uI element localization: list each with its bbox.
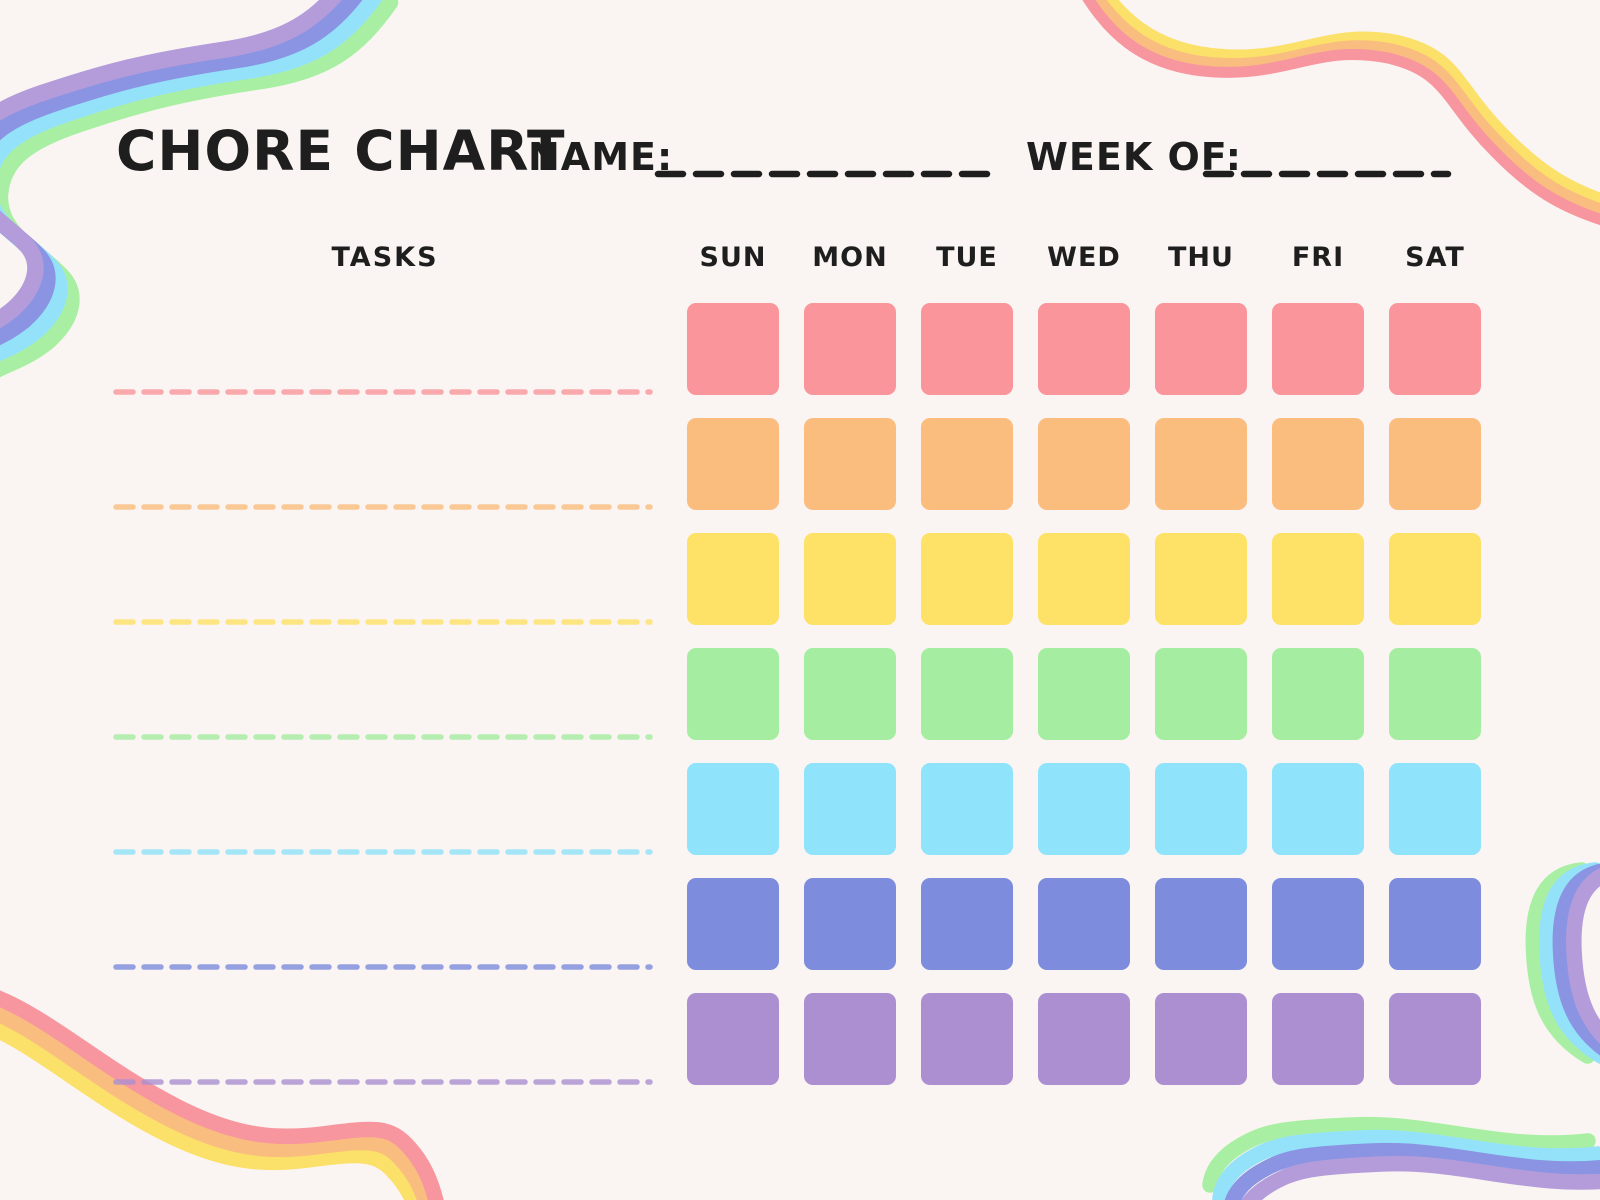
ribbon-top-right	[1078, 0, 1600, 224]
chore-cell-row-orange-sat[interactable]	[1389, 418, 1481, 510]
grid-row-red	[687, 303, 1481, 395]
grid-row-lightblue	[687, 763, 1481, 855]
chore-cell-row-green-thu[interactable]	[1155, 648, 1247, 740]
day-header-wed: WED	[1047, 242, 1121, 273]
chore-cell-row-yellow-tue[interactable]	[921, 533, 1013, 625]
chore-cell-row-orange-sun[interactable]	[687, 418, 779, 510]
chore-cell-row-indigo-thu[interactable]	[1155, 878, 1247, 970]
chore-cell-row-lightblue-thu[interactable]	[1155, 763, 1247, 855]
chore-cell-row-purple-sat[interactable]	[1389, 993, 1481, 1085]
chore-cell-row-yellow-mon[interactable]	[804, 533, 896, 625]
chore-cell-row-red-wed[interactable]	[1038, 303, 1130, 395]
chore-cell-row-lightblue-sun[interactable]	[687, 763, 779, 855]
grid-row-green	[687, 648, 1481, 740]
chore-cell-row-yellow-sat[interactable]	[1389, 533, 1481, 625]
chore-cell-row-lightblue-fri[interactable]	[1272, 763, 1364, 855]
chore-cell-row-green-fri[interactable]	[1272, 648, 1364, 740]
task-fill-lines	[113, 389, 653, 1085]
chore-cell-row-lightblue-mon[interactable]	[804, 763, 896, 855]
grid-row-yellow	[687, 533, 1481, 625]
day-header-mon: MON	[812, 242, 888, 273]
chore-cell-row-yellow-fri[interactable]	[1272, 533, 1364, 625]
grid-row-indigo	[687, 878, 1481, 970]
chore-cell-row-yellow-sun[interactable]	[687, 533, 779, 625]
day-header-thu: THU	[1168, 242, 1234, 273]
chore-cell-row-yellow-wed[interactable]	[1038, 533, 1130, 625]
ribbon-bottom-left	[0, 993, 438, 1200]
chore-cell-row-purple-wed[interactable]	[1038, 993, 1130, 1085]
chore-cell-row-red-sat[interactable]	[1389, 303, 1481, 395]
chore-cell-row-indigo-sat[interactable]	[1389, 878, 1481, 970]
grid-row-purple	[687, 993, 1481, 1085]
chore-cell-row-lightblue-wed[interactable]	[1038, 763, 1130, 855]
tasks-column-header: TASKS	[331, 242, 439, 273]
chore-cell-row-red-sun[interactable]	[687, 303, 779, 395]
chore-cell-row-indigo-fri[interactable]	[1272, 878, 1364, 970]
chore-cell-row-purple-mon[interactable]	[804, 993, 896, 1085]
chore-cell-row-orange-wed[interactable]	[1038, 418, 1130, 510]
chore-cell-row-red-tue[interactable]	[921, 303, 1013, 395]
chore-cell-row-purple-sun[interactable]	[687, 993, 779, 1085]
chore-cell-row-orange-thu[interactable]	[1155, 418, 1247, 510]
chore-cell-row-indigo-sun[interactable]	[687, 878, 779, 970]
chore-cell-row-green-wed[interactable]	[1038, 648, 1130, 740]
chore-cell-row-red-fri[interactable]	[1272, 303, 1364, 395]
chore-cell-row-red-mon[interactable]	[804, 303, 896, 395]
chore-cell-row-indigo-mon[interactable]	[804, 878, 896, 970]
chore-cell-row-yellow-thu[interactable]	[1155, 533, 1247, 625]
chore-grid	[687, 303, 1481, 1085]
name-label: NAME:	[528, 135, 674, 179]
chore-cell-row-lightblue-sat[interactable]	[1389, 763, 1481, 855]
day-header-sat: SAT	[1405, 242, 1465, 273]
chore-cell-row-orange-mon[interactable]	[804, 418, 896, 510]
chore-cell-row-purple-tue[interactable]	[921, 993, 1013, 1085]
chore-cell-row-green-sat[interactable]	[1389, 648, 1481, 740]
chore-cell-row-indigo-tue[interactable]	[921, 878, 1013, 970]
chore-cell-row-purple-thu[interactable]	[1155, 993, 1247, 1085]
page-title: CHORE CHART	[116, 119, 566, 183]
chore-cell-row-green-tue[interactable]	[921, 648, 1013, 740]
day-header-row: SUN MON TUE WED THU FRI SAT	[687, 244, 1481, 271]
week-of-label: WEEK OF:	[1026, 135, 1242, 179]
ribbon-band-pink-icon	[0, 993, 438, 1200]
chore-cell-row-green-sun[interactable]	[687, 648, 779, 740]
ribbon-top-left	[0, 0, 390, 375]
chore-cell-row-orange-tue[interactable]	[921, 418, 1013, 510]
day-header-sun: SUN	[699, 242, 767, 273]
grid-row-orange	[687, 418, 1481, 510]
chore-cell-row-indigo-wed[interactable]	[1038, 878, 1130, 970]
chore-cell-row-lightblue-tue[interactable]	[921, 763, 1013, 855]
chore-cell-row-green-mon[interactable]	[804, 648, 896, 740]
day-header-tue: TUE	[936, 242, 998, 273]
chore-cell-row-red-thu[interactable]	[1155, 303, 1247, 395]
chore-cell-row-orange-fri[interactable]	[1272, 418, 1364, 510]
chore-cell-row-purple-fri[interactable]	[1272, 993, 1364, 1085]
day-header-fri: FRI	[1291, 242, 1345, 273]
